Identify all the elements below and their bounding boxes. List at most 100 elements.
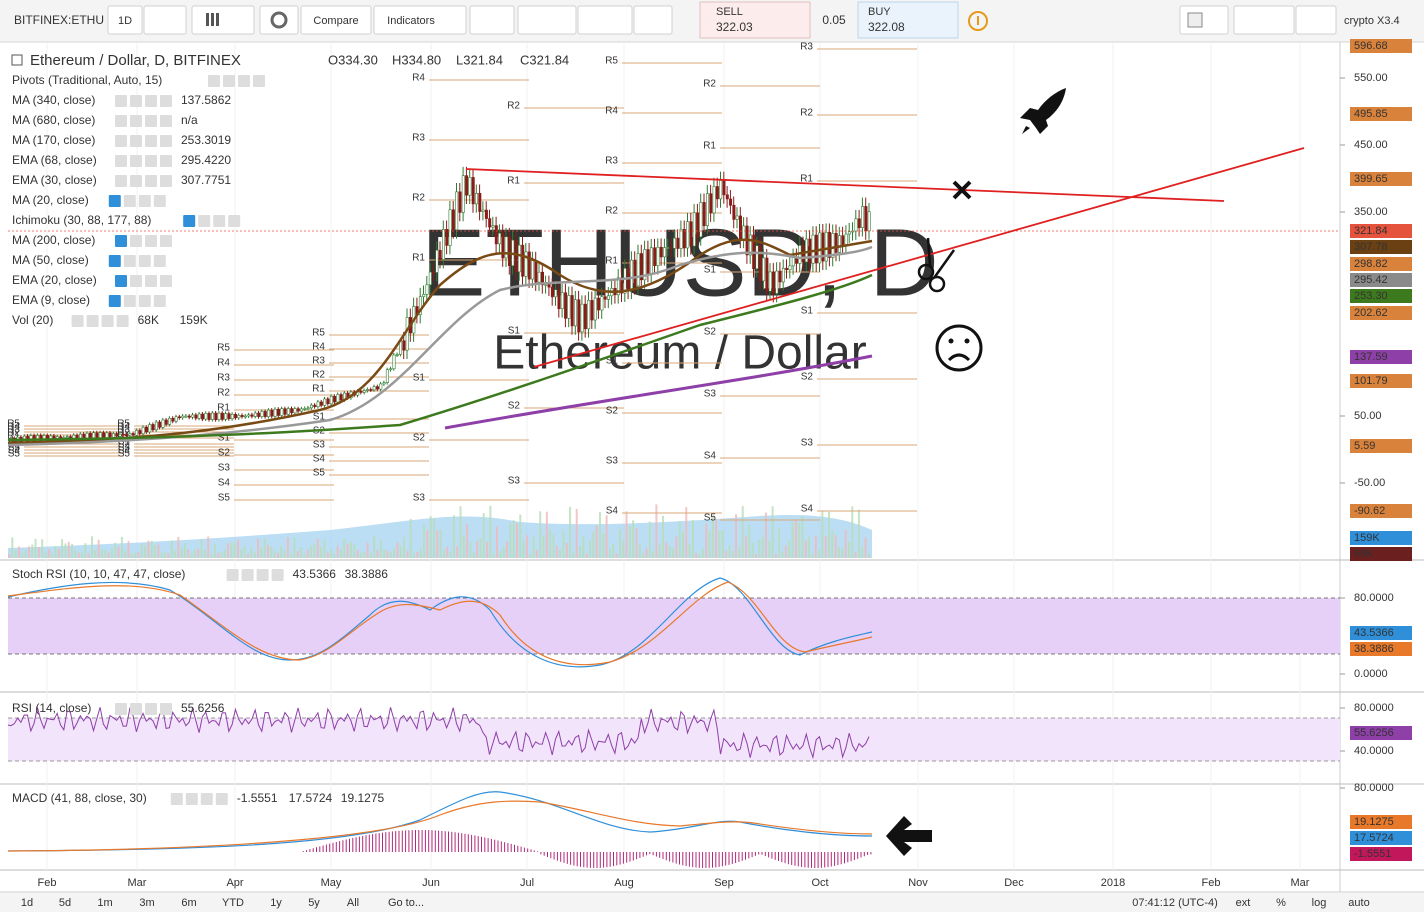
compare[interactable]: Compare	[313, 15, 358, 27]
fullscreen-button[interactable]	[633, 5, 673, 35]
color-button[interactable]	[1179, 5, 1229, 35]
collapse-toggle[interactable]	[11, 54, 23, 66]
legend-button[interactable]	[145, 135, 157, 147]
legend-button[interactable]	[200, 793, 213, 805]
legend-button[interactable]	[145, 115, 157, 127]
legend-button[interactable]	[145, 175, 157, 187]
range-button[interactable]: Go to...	[388, 897, 424, 909]
legend-button[interactable]	[115, 275, 127, 287]
legend-button[interactable]	[198, 215, 211, 227]
legend-button[interactable]	[253, 75, 265, 87]
legend-button[interactable]	[160, 275, 172, 287]
legend-button[interactable]	[101, 315, 114, 327]
legend-button[interactable]	[130, 155, 142, 167]
buy-label[interactable]: BUY	[868, 6, 891, 18]
scale-option[interactable]: ext	[1236, 897, 1251, 909]
legend-button[interactable]	[108, 195, 121, 207]
sell-box[interactable]	[699, 1, 811, 39]
legend-button[interactable]	[153, 255, 166, 267]
legend-button[interactable]	[160, 235, 172, 247]
interval-button[interactable]	[107, 5, 143, 35]
legend-button[interactable]	[115, 115, 127, 127]
symbol[interactable]: BITFINEX:ETHU	[14, 13, 104, 27]
legend-button[interactable]	[130, 95, 142, 107]
legend-button[interactable]	[145, 703, 157, 715]
legend-button[interactable]	[145, 275, 157, 287]
legend-button[interactable]	[115, 703, 127, 715]
legend-button[interactable]	[256, 569, 269, 581]
indicators[interactable]: Indicators	[387, 15, 435, 27]
range-button[interactable]: 1d	[21, 897, 33, 909]
layout-name[interactable]: crypto X3.4	[1344, 15, 1400, 27]
range-button[interactable]: 1m	[97, 897, 112, 909]
legend-button[interactable]	[160, 175, 172, 187]
scale-option[interactable]: log	[1312, 897, 1327, 909]
range-button[interactable]: 5y	[308, 897, 320, 909]
legend-button[interactable]	[130, 175, 142, 187]
settings-button[interactable]	[259, 5, 299, 35]
legend-button[interactable]	[115, 175, 127, 187]
menu-button[interactable]	[143, 5, 187, 35]
legend-button[interactable]	[183, 215, 196, 227]
legend-button[interactable]	[123, 255, 136, 267]
compare-button[interactable]	[300, 5, 372, 35]
legend-button[interactable]	[108, 295, 121, 307]
legend-button[interactable]	[130, 703, 142, 715]
range-button[interactable]: 5d	[59, 897, 71, 909]
legend-button[interactable]	[241, 569, 254, 581]
legend-button[interactable]	[215, 793, 228, 805]
scale-option[interactable]: auto	[1348, 897, 1369, 909]
cloud-load[interactable]	[1233, 5, 1295, 35]
legend-button[interactable]	[271, 569, 284, 581]
legend-button[interactable]	[145, 235, 157, 247]
legend-button[interactable]	[115, 135, 127, 147]
chart-type-button[interactable]	[191, 5, 255, 35]
legend-button[interactable]	[115, 235, 127, 247]
legend-button[interactable]	[123, 195, 136, 207]
legend-button[interactable]	[130, 135, 142, 147]
legend-button[interactable]	[116, 315, 129, 327]
legend-button[interactable]	[160, 703, 172, 715]
legend-button[interactable]	[160, 95, 172, 107]
legend-button[interactable]	[213, 215, 226, 227]
legend-button[interactable]	[238, 75, 250, 87]
range-button[interactable]: 6m	[181, 897, 196, 909]
range-button[interactable]: 3m	[139, 897, 154, 909]
interval[interactable]: 1D	[118, 15, 132, 27]
legend-button[interactable]	[228, 215, 241, 227]
range-button[interactable]: YTD	[222, 897, 244, 909]
legend-button[interactable]	[123, 295, 136, 307]
buy-box[interactable]	[857, 1, 959, 39]
range-button[interactable]: All	[347, 897, 359, 909]
legend-button[interactable]	[160, 115, 172, 127]
scale-option[interactable]: %	[1276, 897, 1286, 909]
legend-button[interactable]	[115, 95, 127, 107]
legend-button[interactable]	[226, 569, 239, 581]
alert-button[interactable]	[469, 5, 515, 35]
legend-button[interactable]	[223, 75, 235, 87]
buy-price[interactable]: 322.08	[868, 20, 905, 34]
legend-button[interactable]	[160, 155, 172, 167]
legend-button[interactable]	[170, 793, 183, 805]
legend-button[interactable]	[153, 195, 166, 207]
template-button[interactable]	[517, 5, 577, 35]
legend-button[interactable]	[130, 235, 142, 247]
sell-price[interactable]: 322.03	[716, 20, 753, 34]
legend-button[interactable]	[130, 275, 142, 287]
cloud-save[interactable]	[1295, 5, 1337, 35]
legend-button[interactable]	[160, 135, 172, 147]
range-button[interactable]: 1y	[270, 897, 282, 909]
legend-button[interactable]	[138, 295, 151, 307]
legend-button[interactable]	[145, 155, 157, 167]
legend-button[interactable]	[71, 315, 84, 327]
sell-label[interactable]: SELL	[716, 6, 743, 18]
legend-button[interactable]	[185, 793, 198, 805]
legend-button[interactable]	[153, 295, 166, 307]
indicators-button[interactable]	[373, 5, 467, 35]
legend-button[interactable]	[108, 255, 121, 267]
legend-button[interactable]	[208, 75, 220, 87]
undo-redo[interactable]	[577, 5, 633, 35]
legend-button[interactable]	[138, 195, 151, 207]
legend-button[interactable]	[138, 255, 151, 267]
legend-button[interactable]	[130, 115, 142, 127]
